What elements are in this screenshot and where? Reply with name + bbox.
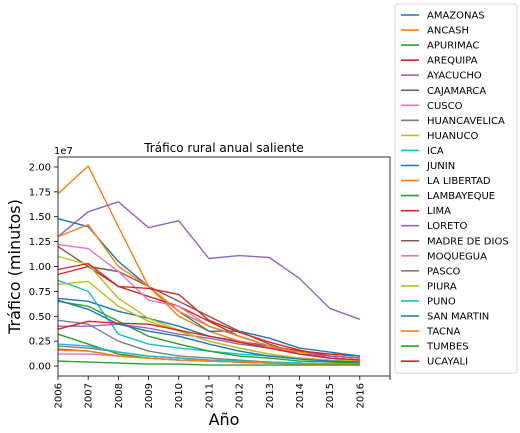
legend: AMAZONAS ANCASH APURIMAC AREQUIPA AYACUCHO CA…	[395, 4, 517, 373]
legend-label: AREQUIPA	[427, 56, 478, 67]
y-tick-label: 0.75	[29, 287, 51, 298]
y-tick-label: 1.75	[29, 187, 51, 198]
x-tick-label: 2016	[355, 383, 366, 408]
x-tick-label: 2012	[235, 383, 246, 408]
legend-label: ICA	[427, 146, 444, 157]
plot-lines	[58, 166, 360, 365]
x-tick-label: 2013	[265, 383, 276, 408]
legend-label: PIURA	[427, 281, 457, 292]
legend-label: JUNIN	[426, 161, 455, 172]
legend-label: CUSCO	[427, 101, 463, 112]
y-tick-label: 0.25	[29, 337, 51, 348]
legend-label: ANCASH	[427, 26, 469, 37]
legend-label: APURIMAC	[427, 41, 479, 52]
series-line-1	[58, 166, 360, 358]
legend-label: AYACUCHO	[427, 71, 482, 82]
series-line-5	[58, 247, 360, 361]
axes-frame	[58, 157, 390, 376]
y-tick-label: 1.50	[29, 212, 51, 223]
chart-title: Tráfico rural anual saliente	[143, 141, 304, 155]
y-tick-label: 0.00	[29, 362, 51, 373]
y-tick-label: 1.00	[29, 262, 51, 273]
y-axis-offset-label: 1e7	[54, 146, 73, 157]
legend-label: TACNA	[426, 327, 460, 338]
legend-label: AMAZONAS	[427, 11, 485, 22]
x-tick-label: 2007	[84, 383, 95, 408]
legend-label: TUMBES	[426, 342, 469, 353]
legend-label: HUANCAVELICA	[427, 116, 505, 127]
legend-label: LAMBAYEQUE	[427, 191, 495, 202]
legend-label: HUANUCO	[427, 131, 478, 142]
x-tick-label: 2014	[295, 383, 306, 408]
y-tick-label: 1.25	[29, 237, 51, 248]
legend-label: CAJAMARCA	[427, 86, 486, 97]
x-axis-ticks: 2006 2007 2008 2009 2010 2011 2012 2013 2014 2015…	[54, 376, 391, 408]
legend-label: UCAYALI	[427, 357, 468, 368]
series-line-0	[58, 298, 360, 356]
legend-label: PASCO	[427, 266, 461, 277]
legend-label: LIMA	[427, 206, 451, 217]
y-axis-ticks: 0.00 0.25 0.50 0.75 1.00 1.25 1.50 1.75 2.00	[29, 162, 58, 372]
legend-label: LORETO	[427, 221, 467, 232]
y-axis-title: Tráfico (minutos)	[5, 199, 24, 335]
series-line-3	[58, 267, 360, 357]
legend-label: SAN MARTIN	[427, 312, 489, 323]
y-tick-label: 0.50	[29, 312, 51, 323]
x-axis-title: Año	[209, 410, 240, 429]
legend-label: MADRE DE DIOS	[427, 236, 509, 247]
x-tick-label: 2010	[174, 383, 185, 408]
y-tick-label: 2.00	[29, 162, 51, 173]
legend-label: LA LIBERTAD	[427, 176, 491, 187]
series-line-6	[58, 245, 360, 361]
x-tick-label: 2011	[204, 383, 215, 408]
x-tick-label: 2009	[144, 383, 155, 408]
x-tick-label: 2006	[54, 383, 65, 408]
x-tick-label: 2015	[325, 383, 336, 408]
x-tick-label: 2008	[114, 383, 125, 408]
legend-label: PUNO	[427, 296, 456, 307]
legend-label: MOQUEGUA	[427, 251, 487, 262]
series-line-8	[58, 257, 360, 363]
